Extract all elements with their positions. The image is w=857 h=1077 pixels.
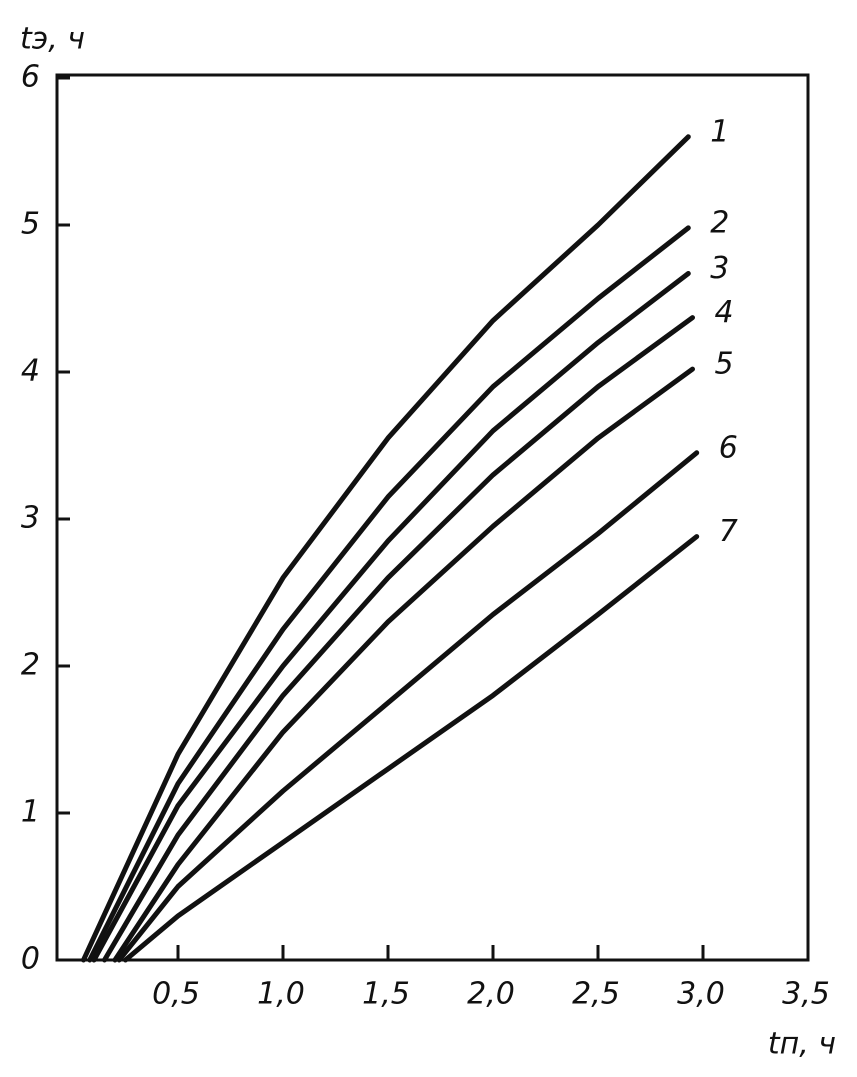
series-label: 3 bbox=[710, 251, 729, 286]
y-tick-label: 0 bbox=[21, 942, 40, 977]
curve bbox=[87, 225, 691, 963]
series-label: 2 bbox=[710, 205, 729, 240]
y-tick-label: 4 bbox=[21, 354, 40, 389]
curve bbox=[123, 534, 700, 963]
x-tick-label: 3,0 bbox=[677, 977, 725, 1012]
x-tick-label: 2,5 bbox=[572, 977, 620, 1012]
curve bbox=[91, 271, 691, 963]
x-tick-label: 2,0 bbox=[467, 977, 515, 1012]
series-label: 5 bbox=[715, 347, 734, 382]
series-label: 7 bbox=[719, 514, 738, 549]
y-tick-label: 2 bbox=[21, 648, 40, 683]
series-label: 6 bbox=[719, 430, 738, 465]
curve bbox=[102, 315, 695, 963]
series-label: 1 bbox=[710, 114, 729, 149]
x-tick-label: 3,5 bbox=[782, 977, 830, 1012]
x-tick-label: 1,5 bbox=[362, 977, 410, 1012]
series-label: 4 bbox=[715, 295, 734, 330]
curve bbox=[112, 366, 695, 963]
y-tick-label: 5 bbox=[21, 207, 40, 242]
y-tick-label: 1 bbox=[21, 795, 40, 830]
x-tick-label: 0,5 bbox=[152, 977, 200, 1012]
x-tick-label: 1,0 bbox=[257, 977, 305, 1012]
y-tick-label: 6 bbox=[21, 60, 40, 95]
y-axis-label: tэ, ч bbox=[20, 22, 85, 57]
curve bbox=[81, 134, 691, 963]
plot-frame bbox=[55, 73, 810, 962]
y-tick-label: 3 bbox=[21, 501, 40, 536]
curve bbox=[116, 450, 700, 963]
x-axis-label: tп, ч bbox=[768, 1027, 836, 1062]
